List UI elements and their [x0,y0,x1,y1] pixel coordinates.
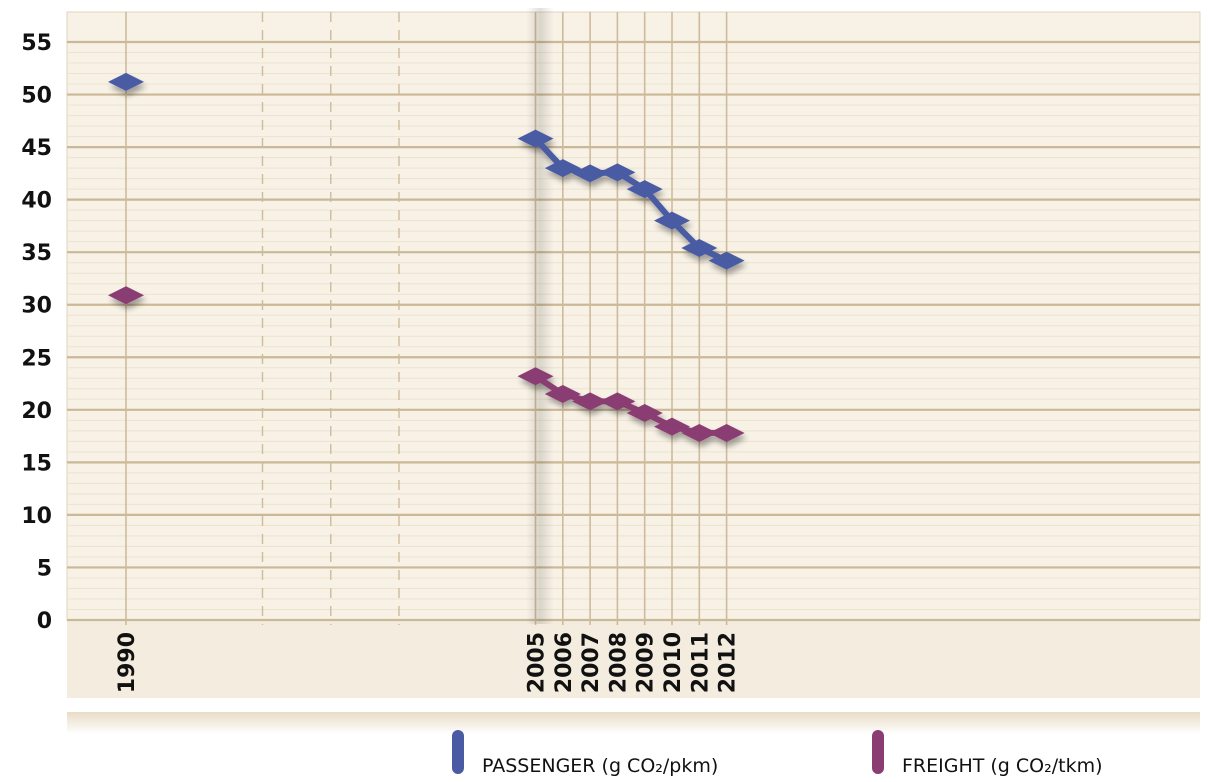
y-axis-tick-labels: 0 5 10 15 20 25 30 35 40 45 50 55 [21,31,52,634]
x-tick-label: 2011 [688,632,713,693]
legend-label-passenger: PASSENGER (g CO₂/pkm) [482,755,718,777]
major-gridlines [67,40,1200,622]
y-tick-label: 20 [21,399,52,424]
legend-item-passenger: PASSENGER (g CO₂/pkm) [452,730,718,777]
minor-gridlines [67,52,1200,610]
series-1 [108,286,745,442]
legend-separator [67,712,1200,734]
data-point-marker [599,163,636,182]
data-point-marker [517,367,554,386]
series-layer [108,72,745,442]
data-point-marker [681,423,718,442]
y-tick-label: 15 [21,451,52,476]
x-tick-label: 2006 [552,632,577,693]
data-point-marker [544,385,581,404]
data-point-marker [654,211,690,230]
y-tick-label: 40 [21,189,52,214]
data-point-marker [708,251,745,270]
series-0 [108,72,745,270]
y-tick-label: 45 [21,136,52,161]
data-point-marker [626,180,663,199]
y-tick-label: 10 [21,504,52,529]
data-point-marker [626,403,663,422]
y-tick-label: 30 [21,294,52,319]
data-point-marker [708,423,745,442]
x-tick-label: 2007 [579,632,604,693]
plot-area [66,11,1201,621]
category-axis-band [67,620,1200,698]
y-tick-label: 0 [37,609,52,634]
y-tick-label: 5 [37,556,52,581]
legend-item-freight: FREIGHT (g CO₂/tkm) [872,730,1103,777]
legend: PASSENGER (g CO₂/pkm) FREIGHT (g CO₂/tkm… [452,730,1103,777]
y-tick-label: 55 [21,31,52,56]
legend-swatch-freight [872,730,884,774]
data-point-marker [544,159,581,178]
x-tick-label: 2012 [716,632,741,693]
y-tick-label: 50 [21,84,52,109]
data-point-marker [108,286,144,305]
legend-label-freight: FREIGHT (g CO₂/tkm) [902,755,1103,777]
data-point-marker [572,392,609,411]
x-tick-label: 2005 [525,632,550,693]
axis-break-shadow [526,8,554,624]
data-point-marker [681,238,718,257]
data-point-marker [517,129,554,148]
x-axis-tick-labels: 1990 2005 2006 2007 2008 2009 2010 2011 2012 [115,632,741,693]
x-tick-label: 2009 [634,632,659,693]
data-point-marker [108,72,144,91]
data-point-marker [654,417,690,436]
x-tick-label: 1990 [115,632,140,693]
data-point-marker [572,164,609,183]
data-point-marker [599,392,636,411]
x-tick-label: 2008 [606,632,631,693]
y-tick-label: 25 [21,346,52,371]
y-tick-label: 35 [21,241,52,266]
legend-swatch-passenger [452,730,464,774]
x-tick-label: 2010 [661,632,686,693]
